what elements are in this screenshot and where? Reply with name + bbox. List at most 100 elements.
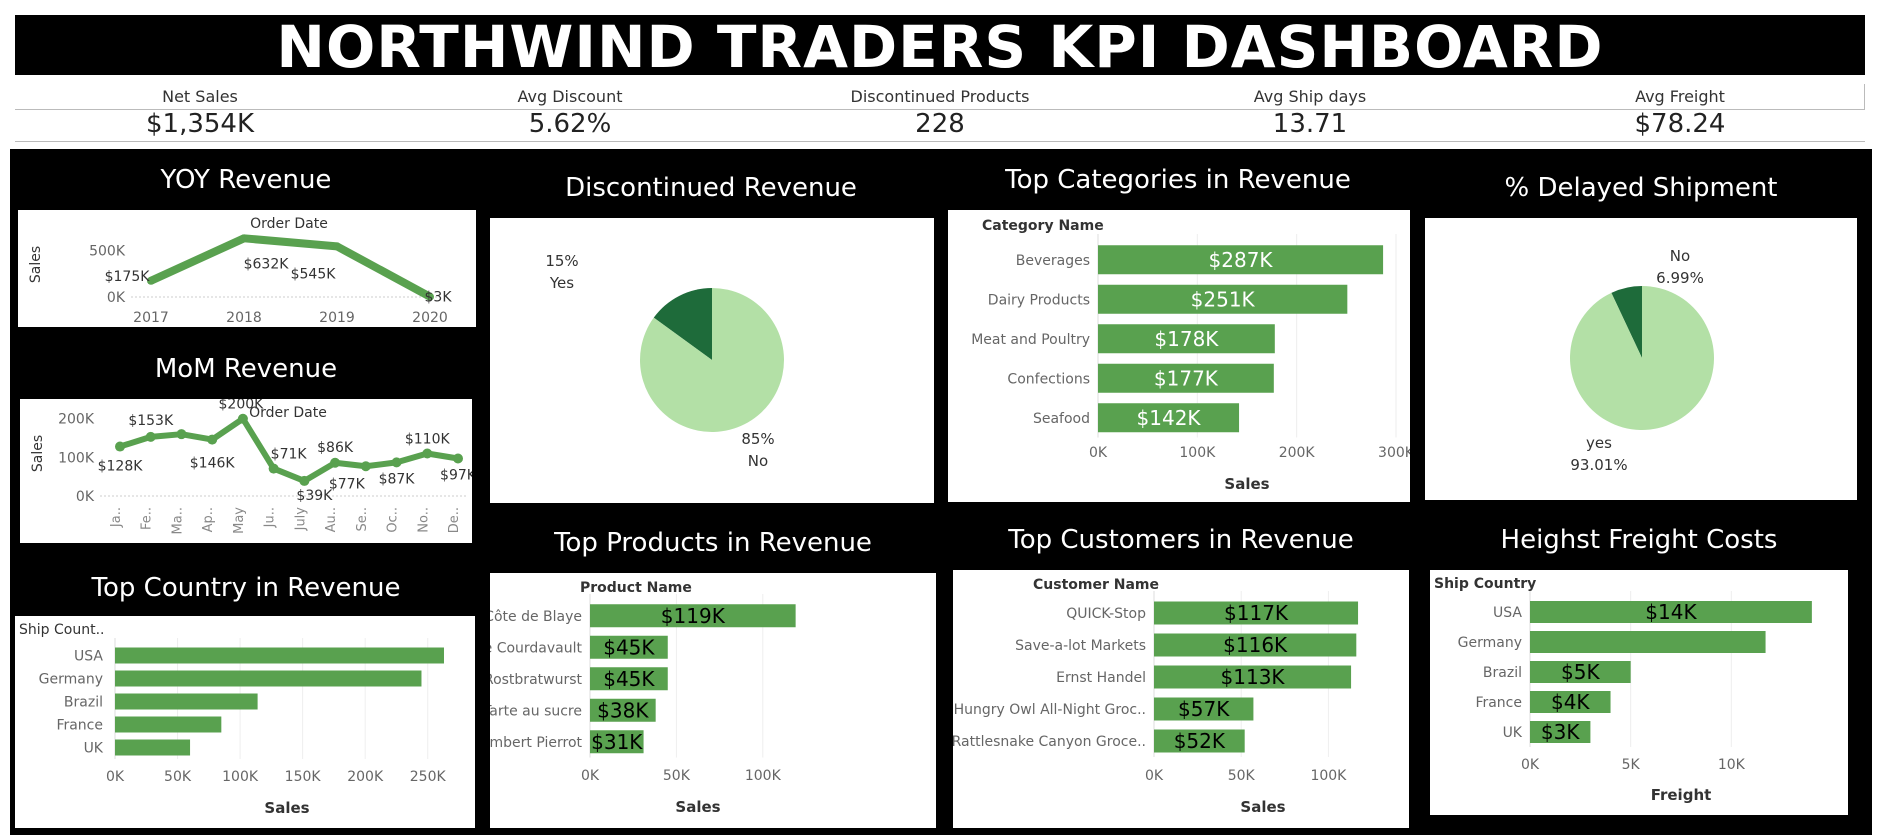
x-tick-label: 0K xyxy=(1089,445,1108,461)
data-point xyxy=(333,242,341,251)
bar xyxy=(590,604,796,628)
data-label: $86K xyxy=(317,440,354,456)
x-tick-label: 2017 xyxy=(133,310,169,326)
bar xyxy=(1530,601,1812,623)
pie-slice xyxy=(1570,286,1714,430)
x-axis-title: Sales xyxy=(1240,798,1285,816)
x-tick-label: May xyxy=(232,507,247,534)
kpi-discontinued-products: Discontinued Products 228 xyxy=(780,86,1100,140)
products-title: Top Products in Revenue xyxy=(554,528,872,558)
mom-revenue-chart: Order Date Sales 200K 100K 0K$128K Ja.. $153K F… xyxy=(30,397,477,535)
x-tick-label: Fe.. xyxy=(140,507,155,530)
data-point xyxy=(453,453,463,464)
category-label: Seafood xyxy=(1033,411,1090,427)
data-label: $128K xyxy=(98,459,144,475)
x-axis-title: Sales xyxy=(1224,475,1269,493)
data-label: $110K xyxy=(405,432,451,448)
bar-value-label: $178K xyxy=(1154,327,1219,351)
category-label: Beverages xyxy=(1016,253,1090,269)
category-label: Germany xyxy=(39,672,103,688)
x-tick-label: 2018 xyxy=(226,310,262,326)
x-axis-title: Sales xyxy=(675,798,720,816)
series-line xyxy=(119,415,459,484)
bar xyxy=(115,647,444,664)
category-label: UK xyxy=(1503,725,1523,741)
freight-costs-chart: Ship Country 0K 5K 10K USA $14K Germany Brazil $… xyxy=(1434,576,1812,804)
row-header: Ship Country xyxy=(1434,576,1536,592)
column-header: Order Date xyxy=(249,405,327,421)
x-tick-label: 200K xyxy=(347,769,384,785)
category-label: Dairy Products xyxy=(988,292,1090,308)
customers-revenue-chart: Customer Name 0K 50K 100K QUICK-Stop $117K Sav… xyxy=(952,577,1359,816)
y-axis-title: Sales xyxy=(30,435,46,472)
bar xyxy=(1154,601,1359,625)
x-tick-label: No.. xyxy=(416,507,431,533)
bar-value-label: $117K xyxy=(1224,601,1289,625)
x-tick-label: 0K xyxy=(1145,768,1164,784)
data-label: $3K xyxy=(425,290,453,306)
kpi-label: Avg Freight xyxy=(1635,87,1725,106)
slice-label: No xyxy=(748,452,768,470)
data-label: $632K xyxy=(244,256,290,272)
category-label: Brazil xyxy=(1483,665,1522,681)
y-tick-label: 500K xyxy=(89,244,126,260)
bar xyxy=(1154,665,1352,689)
bar xyxy=(115,716,222,733)
data-label: $77K xyxy=(329,476,366,492)
category-label: Raclette Courdavault xyxy=(490,640,583,656)
kpi-value: $78.24 xyxy=(1634,109,1726,139)
country-revenue-chart: Ship Count.. 0K 50K 100K 150K 200K 250K USA Germ… xyxy=(19,622,446,817)
products-revenue-chart: Product Name 0K 50K 100K Côte de Blaye $119K R… xyxy=(410,580,796,816)
bar xyxy=(1530,631,1766,653)
x-tick-label: Se.. xyxy=(355,507,370,532)
category-label: USA xyxy=(74,649,103,665)
series-line xyxy=(149,234,432,301)
kpi-divider xyxy=(15,141,1865,142)
category-label: France xyxy=(1475,695,1522,711)
category-label: Germany xyxy=(1458,635,1522,651)
pie-slice xyxy=(640,288,784,432)
category-label: QUICK-Stop xyxy=(1066,606,1146,622)
yoy-panel: Order Date Sales 500K 0K $175K 2017 $632K 2018 $… xyxy=(18,210,476,327)
x-tick-label: 5K xyxy=(1622,757,1641,773)
kpi-value: 5.62% xyxy=(528,109,612,139)
bar-value-label: $251K xyxy=(1191,287,1256,311)
x-tick-label: 50K xyxy=(164,769,192,785)
country-panel: Ship Count.. 0K 50K 100K 150K 200K 250K USA Germ… xyxy=(15,616,475,828)
customers-panel: Customer Name 0K 50K 100K QUICK-Stop $117K Sav… xyxy=(952,570,1409,828)
category-label: Côte de Blaye xyxy=(490,609,582,625)
delayed-shipment-chart: No 6.99% yes 93.01% xyxy=(1570,247,1714,474)
kpi-value: 228 xyxy=(915,109,965,139)
categories-revenue-chart: Category Name 0K 100K 200K 300K Beverages $287… xyxy=(971,218,1415,493)
data-point xyxy=(207,434,218,445)
x-tick-label: 300K xyxy=(1378,445,1410,461)
x-tick-label: Ap.. xyxy=(201,507,216,532)
bar-value-label: $4K xyxy=(1551,690,1590,714)
kpi-avg-freight: Avg Freight $78.24 xyxy=(1520,86,1840,140)
delayed-panel: No 6.99% yes 93.01% xyxy=(1425,218,1857,500)
kpi-divider xyxy=(15,109,1865,110)
bar-value-label: $142K xyxy=(1137,406,1202,430)
data-label: $71K xyxy=(271,447,308,463)
country-title: Top Country in Revenue xyxy=(91,573,401,603)
row-header: Customer Name xyxy=(1033,577,1159,593)
x-tick-label: Au.. xyxy=(324,507,339,532)
data-point xyxy=(360,461,371,472)
bar-value-label: $38K xyxy=(597,698,649,722)
bar xyxy=(590,698,656,722)
category-label: Ernst Handel xyxy=(1056,670,1146,686)
yoy-title: YOY Revenue xyxy=(160,165,332,195)
bar xyxy=(1098,245,1384,275)
kpi-net-sales: Net Sales $1,354K xyxy=(40,86,360,140)
kpi-label: Avg Discount xyxy=(517,87,623,106)
data-label: $153K xyxy=(128,413,174,429)
bar xyxy=(1530,691,1611,713)
x-tick-label: De.. xyxy=(447,507,462,533)
kpi-label: Avg Ship days xyxy=(1253,87,1367,106)
column-header: Order Date xyxy=(250,216,328,232)
x-tick-label: 0K xyxy=(106,769,125,785)
dashboard-title: NORTHWIND TRADERS KPI DASHBOARD xyxy=(15,15,1865,79)
bar-value-label: $3K xyxy=(1541,720,1580,744)
category-label: Confections xyxy=(1007,371,1090,387)
bar xyxy=(115,739,191,756)
